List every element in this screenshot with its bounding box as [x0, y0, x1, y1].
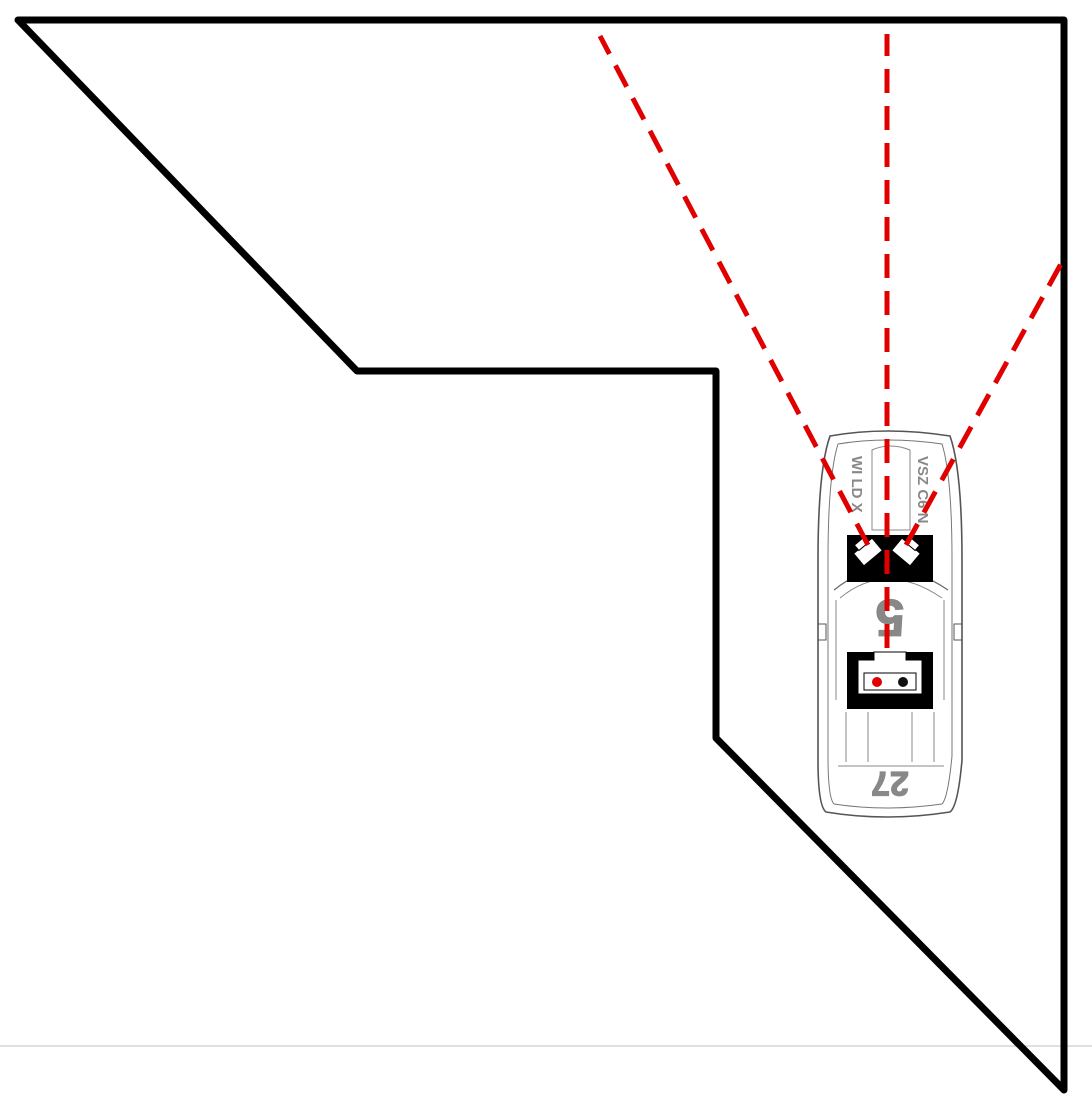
status-panel [863, 672, 917, 691]
trunk-number-decal: 27 [871, 764, 909, 802]
status-light-black [898, 677, 908, 687]
car-body [817, 430, 963, 818]
track-wall [14, 16, 1068, 1094]
right-mirror [953, 623, 963, 641]
status-light-red [872, 677, 882, 687]
sensor-ray-right [903, 260, 1065, 547]
hood-ridge [871, 445, 911, 531]
sensor-ray-left [597, 34, 871, 547]
left-stripe-decal: WI LD X [848, 456, 865, 513]
hood-number-decal: 5 [876, 588, 905, 646]
car-body-inner [827, 439, 953, 809]
sensor-rays [597, 34, 1065, 648]
race-car: WI LD X VSZ C6 N 5 27 [817, 430, 963, 818]
right-stripe-decal: VSZ C6 N [914, 456, 931, 524]
left-mirror [817, 623, 827, 641]
